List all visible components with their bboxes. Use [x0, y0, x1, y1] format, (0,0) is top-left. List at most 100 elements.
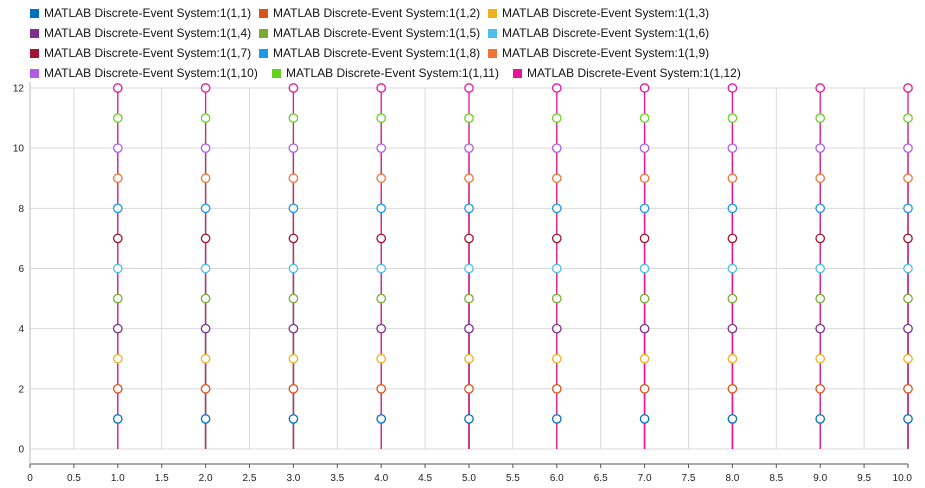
- data-point-marker[interactable]: [464, 113, 474, 123]
- data-point-marker[interactable]: [376, 323, 387, 334]
- data-point-marker[interactable]: [288, 353, 299, 364]
- data-point-marker[interactable]: [903, 353, 913, 364]
- data-point-marker[interactable]: [464, 233, 474, 244]
- data-point-marker[interactable]: [112, 173, 123, 184]
- data-point-marker[interactable]: [815, 173, 826, 184]
- data-point-marker[interactable]: [464, 173, 474, 184]
- legend-item[interactable]: MATLAB Discrete-Event System:1(1,11): [272, 63, 499, 83]
- data-point-marker[interactable]: [815, 233, 826, 244]
- data-point-marker[interactable]: [551, 113, 562, 123]
- data-point-marker[interactable]: [112, 143, 123, 154]
- data-point-marker[interactable]: [200, 383, 211, 394]
- data-point-marker[interactable]: [376, 293, 387, 304]
- data-point-marker[interactable]: [288, 383, 299, 394]
- data-point-marker[interactable]: [464, 263, 474, 274]
- data-point-marker[interactable]: [112, 263, 123, 274]
- data-point-marker[interactable]: [112, 203, 123, 214]
- data-point-marker[interactable]: [551, 83, 562, 93]
- data-point-marker[interactable]: [639, 263, 650, 274]
- data-point-marker[interactable]: [903, 173, 913, 184]
- data-point-marker[interactable]: [551, 293, 562, 304]
- data-point-marker[interactable]: [112, 353, 123, 364]
- data-point-marker[interactable]: [200, 83, 211, 93]
- data-point-marker[interactable]: [727, 353, 738, 364]
- data-point-marker[interactable]: [815, 414, 826, 424]
- data-point-marker[interactable]: [200, 353, 211, 364]
- data-point-marker[interactable]: [727, 83, 738, 93]
- data-point-marker[interactable]: [551, 383, 562, 394]
- data-point-marker[interactable]: [903, 83, 913, 93]
- data-point-marker[interactable]: [288, 323, 299, 334]
- data-point-marker[interactable]: [200, 233, 211, 244]
- data-point-marker[interactable]: [815, 203, 826, 214]
- data-point-marker[interactable]: [815, 83, 826, 93]
- data-point-marker[interactable]: [200, 173, 211, 184]
- data-point-marker[interactable]: [815, 143, 826, 154]
- legend-item[interactable]: MATLAB Discrete-Event System:1(1,2): [259, 3, 480, 23]
- data-point-marker[interactable]: [288, 293, 299, 304]
- data-point-marker[interactable]: [288, 173, 299, 184]
- data-point-marker[interactable]: [639, 353, 650, 364]
- data-point-marker[interactable]: [639, 414, 650, 424]
- data-point-marker[interactable]: [288, 414, 299, 424]
- data-point-marker[interactable]: [639, 173, 650, 184]
- data-point-marker[interactable]: [903, 263, 913, 274]
- data-point-marker[interactable]: [815, 353, 826, 364]
- data-point-marker[interactable]: [112, 83, 123, 93]
- legend-item[interactable]: MATLAB Discrete-Event System:1(1,5): [259, 23, 480, 43]
- data-point-marker[interactable]: [112, 323, 123, 334]
- data-point-marker[interactable]: [551, 203, 562, 214]
- data-point-marker[interactable]: [376, 143, 387, 154]
- data-point-marker[interactable]: [903, 383, 913, 394]
- data-point-marker[interactable]: [112, 113, 123, 123]
- data-point-marker[interactable]: [815, 323, 826, 334]
- data-point-marker[interactable]: [376, 263, 387, 274]
- data-point-marker[interactable]: [727, 173, 738, 184]
- data-point-marker[interactable]: [200, 203, 211, 214]
- data-point-marker[interactable]: [639, 203, 650, 214]
- data-point-marker[interactable]: [288, 113, 299, 123]
- data-point-marker[interactable]: [903, 323, 913, 334]
- data-point-marker[interactable]: [903, 293, 913, 304]
- data-point-marker[interactable]: [903, 414, 913, 424]
- data-point-marker[interactable]: [112, 414, 123, 424]
- data-point-marker[interactable]: [112, 233, 123, 244]
- data-point-marker[interactable]: [200, 323, 211, 334]
- data-point-marker[interactable]: [376, 233, 387, 244]
- data-point-marker[interactable]: [727, 203, 738, 214]
- data-point-marker[interactable]: [551, 353, 562, 364]
- data-point-marker[interactable]: [815, 113, 826, 123]
- legend-item[interactable]: MATLAB Discrete-Event System:1(1,1): [30, 3, 251, 23]
- data-point-marker[interactable]: [464, 143, 474, 154]
- data-point-marker[interactable]: [288, 203, 299, 214]
- data-point-marker[interactable]: [376, 83, 387, 93]
- data-point-marker[interactable]: [376, 173, 387, 184]
- data-point-marker[interactable]: [815, 383, 826, 394]
- data-point-marker[interactable]: [288, 83, 299, 93]
- data-point-marker[interactable]: [903, 113, 913, 123]
- data-point-marker[interactable]: [376, 353, 387, 364]
- data-point-marker[interactable]: [815, 263, 826, 274]
- data-point-marker[interactable]: [551, 173, 562, 184]
- legend-item[interactable]: MATLAB Discrete-Event System:1(1,10): [30, 63, 258, 83]
- data-point-marker[interactable]: [903, 203, 913, 214]
- data-point-marker[interactable]: [727, 263, 738, 274]
- data-point-marker[interactable]: [200, 293, 211, 304]
- data-point-marker[interactable]: [639, 83, 650, 93]
- data-point-marker[interactable]: [200, 414, 211, 424]
- legend-item[interactable]: MATLAB Discrete-Event System:1(1,7): [30, 43, 251, 63]
- data-point-marker[interactable]: [727, 113, 738, 123]
- data-point-marker[interactable]: [376, 383, 387, 394]
- data-point-marker[interactable]: [639, 293, 650, 304]
- legend-item[interactable]: MATLAB Discrete-Event System:1(1,3): [488, 3, 709, 23]
- data-point-marker[interactable]: [551, 233, 562, 244]
- data-point-marker[interactable]: [639, 143, 650, 154]
- legend-item[interactable]: MATLAB Discrete-Event System:1(1,12): [513, 63, 741, 83]
- data-point-marker[interactable]: [551, 323, 562, 334]
- data-point-marker[interactable]: [200, 113, 211, 123]
- legend-item[interactable]: MATLAB Discrete-Event System:1(1,9): [488, 43, 709, 63]
- data-point-marker[interactable]: [551, 414, 562, 424]
- legend-item[interactable]: MATLAB Discrete-Event System:1(1,6): [488, 23, 709, 43]
- data-point-marker[interactable]: [639, 233, 650, 244]
- data-point-marker[interactable]: [551, 143, 562, 154]
